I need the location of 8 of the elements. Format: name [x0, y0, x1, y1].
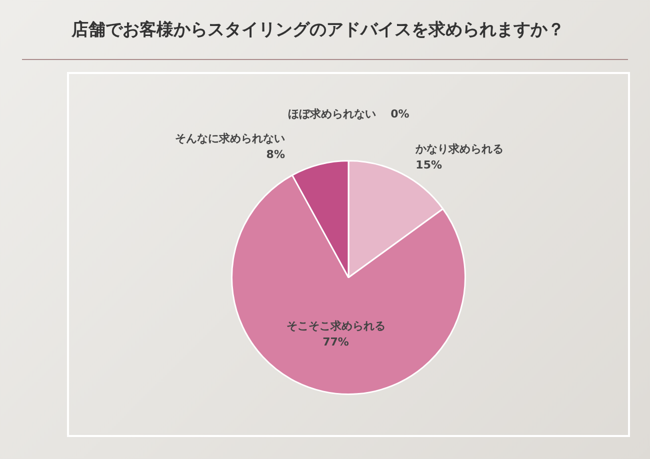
- data-label: 77%: [322, 335, 349, 348]
- slice-label: かなり求められる: [414, 142, 504, 156]
- data-label: 15%: [416, 158, 442, 172]
- data-label: 8%: [266, 148, 285, 161]
- slice-label: そんなに求められない: [174, 132, 285, 145]
- slice-label: そこそこ求められる: [286, 319, 386, 332]
- chart-title: 店舗でお客様からスタイリングのアドバイスを求められますか？: [70, 19, 566, 41]
- category-label: ほぼ求められない 0%: [288, 108, 410, 121]
